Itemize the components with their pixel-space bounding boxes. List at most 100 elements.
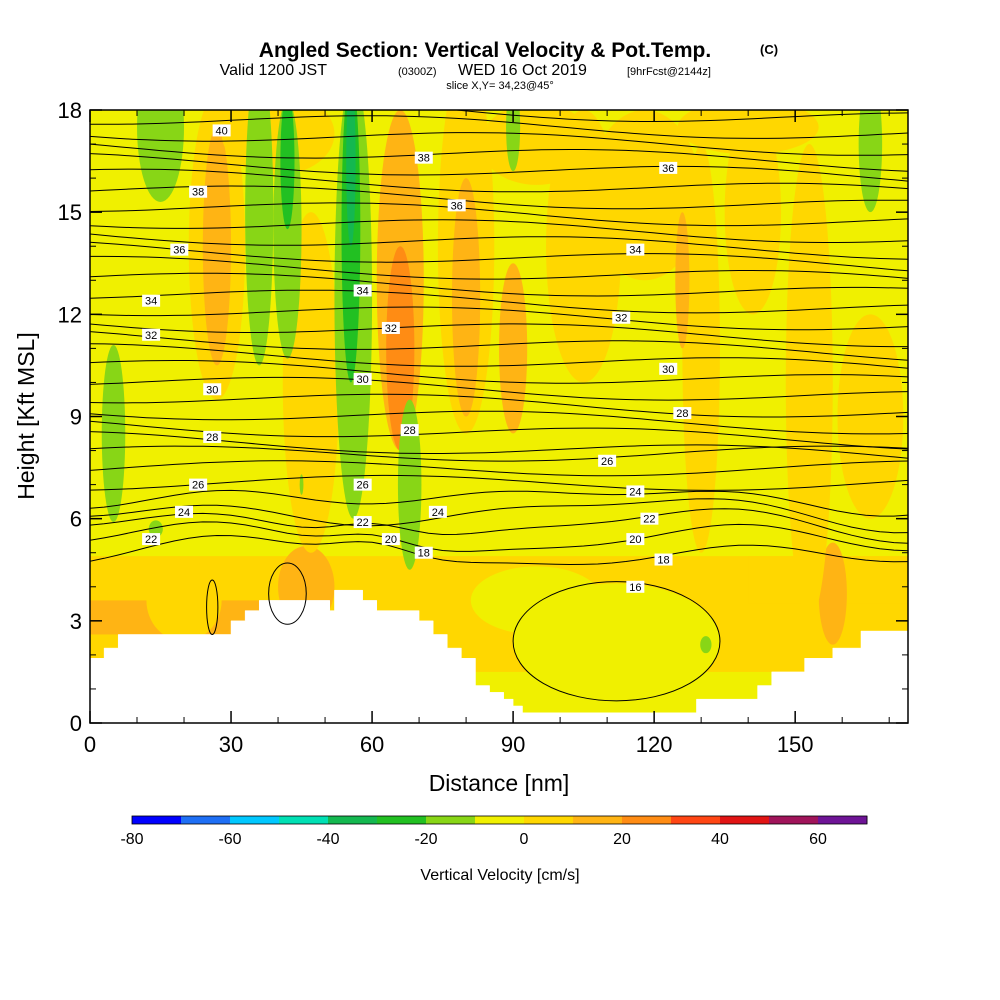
- field-downdraft: [858, 110, 883, 213]
- theta-label-bg: [640, 512, 659, 525]
- chart-subtitle-fcst: [9hrFcst@2144z]: [627, 66, 711, 78]
- colorbar-swatch: [230, 816, 280, 824]
- theta-line: [90, 360, 908, 384]
- theta-label: 26: [601, 456, 613, 468]
- theta-label: 34: [629, 245, 641, 257]
- theta-line: [90, 143, 908, 172]
- colorbar-swatch: [426, 816, 476, 824]
- y-tick-label: 0: [70, 711, 82, 736]
- theta-label-bg: [414, 546, 433, 559]
- theta-label: 32: [145, 330, 157, 342]
- field-downdraft: [346, 110, 356, 247]
- theta-contour-cell: [206, 579, 219, 635]
- theta-line: [90, 272, 908, 297]
- theta-label-bg: [428, 505, 447, 518]
- field-downdraft: [273, 110, 302, 359]
- theta-label-bg: [353, 516, 372, 529]
- theta-label: 30: [206, 384, 218, 396]
- theta-label-bg: [212, 124, 231, 137]
- field-updraft: [837, 314, 904, 519]
- field-downdraft: [397, 399, 422, 570]
- theta-label-bg: [381, 321, 400, 334]
- theta-label-bg: [142, 533, 161, 546]
- theta-line: [90, 474, 908, 491]
- colorbar-tick-label: 0: [520, 831, 529, 848]
- theta-label: 30: [357, 374, 369, 386]
- chart-subtitle-date: WED 16 Oct 2019: [458, 62, 587, 79]
- theta-label-bg: [203, 383, 222, 396]
- theta-label-bg: [400, 424, 419, 437]
- colorbar-swatch: [671, 816, 721, 824]
- theta-line: [90, 508, 908, 544]
- chart-subtitle-utc: (0300Z): [398, 66, 437, 78]
- theta-label: 30: [662, 364, 674, 376]
- field-updraft: [451, 178, 481, 417]
- x-tick-label: 120: [636, 732, 673, 757]
- x-tick-label: 60: [360, 732, 384, 757]
- colorbar-swatch: [181, 816, 231, 824]
- theta-line: [90, 255, 908, 280]
- theta-label-bg: [353, 284, 372, 297]
- theta-label: 24: [432, 507, 444, 519]
- theta-label-bg: [626, 243, 645, 256]
- theta-label: 18: [418, 548, 430, 560]
- theta-label-bg: [612, 311, 631, 324]
- x-axis-label: Distance [nm]: [429, 770, 570, 796]
- theta-label-bg: [673, 407, 692, 420]
- field-downdraft: [280, 110, 295, 230]
- theta-line: [90, 202, 908, 227]
- theta-label-bg: [659, 362, 678, 375]
- theta-line: [90, 219, 908, 243]
- y-tick-label: 9: [70, 405, 82, 430]
- theta-label: 20: [629, 534, 641, 546]
- colorbar-swatch: [475, 816, 525, 824]
- theta-label: 36: [451, 200, 463, 212]
- theta-label-bg: [142, 328, 161, 341]
- theta-label-bg: [353, 373, 372, 386]
- plot-area: 4038363432302826242234323028262422201838…: [89, 109, 909, 724]
- theta-label: 20: [385, 534, 397, 546]
- theta-line: [90, 233, 908, 260]
- x-tick-label: 30: [219, 732, 243, 757]
- colorbar-tick-label: -80: [120, 831, 143, 848]
- theta-label-bg: [626, 533, 645, 546]
- x-tick-label: 90: [501, 732, 525, 757]
- colorbar: -80 -60 -40 -20 0 20 40 60: [120, 815, 868, 848]
- theta-label-bg: [626, 485, 645, 498]
- field-downdraft: [299, 474, 304, 495]
- theta-label: 32: [615, 313, 627, 325]
- theta-label-bg: [626, 580, 645, 593]
- field-updraft: [677, 110, 819, 155]
- theta-line: [90, 153, 908, 182]
- colorbar-tick-label: -40: [316, 831, 339, 848]
- y-tick-label: 6: [70, 507, 82, 532]
- theta-line: [90, 393, 908, 418]
- theta-label: 36: [662, 163, 674, 175]
- field-updraft: [499, 263, 528, 434]
- colorbar-label: Vertical Velocity [cm/s]: [420, 867, 579, 884]
- theta-label-bg: [170, 243, 189, 256]
- theta-label: 28: [676, 408, 688, 420]
- theta-line: [90, 489, 908, 517]
- y-tick-label: 3: [70, 609, 82, 634]
- theta-label-bg: [414, 151, 433, 164]
- theta-label: 34: [145, 296, 157, 308]
- y-tick-label: 15: [58, 200, 82, 225]
- theta-line: [90, 331, 908, 361]
- theta-line: [90, 168, 908, 193]
- theta-label: 38: [418, 153, 430, 165]
- theta-line: [90, 241, 908, 272]
- theta-labels: 4038363432302826242234323028262422201838…: [142, 124, 692, 594]
- theta-line: [90, 431, 908, 459]
- theta-label-bg: [142, 294, 161, 307]
- theta-label: 36: [173, 245, 185, 257]
- theta-label: 22: [357, 517, 369, 529]
- theta-line: [451, 110, 908, 122]
- x-tick-label: 0: [84, 732, 96, 757]
- theta-label-bg: [381, 533, 400, 546]
- theta-line: [90, 521, 908, 552]
- field-low-up: [818, 542, 847, 645]
- colorbar-swatch: [720, 816, 770, 824]
